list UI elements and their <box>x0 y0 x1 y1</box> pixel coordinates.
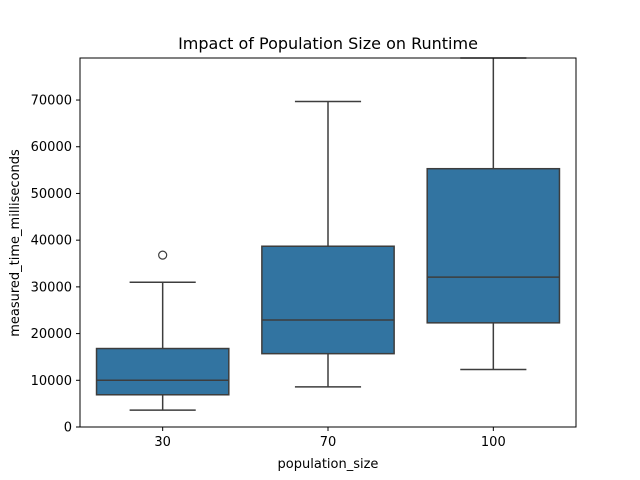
y-axis-label: measured_time_milliseconds <box>8 149 23 337</box>
x-axis-label: population_size <box>278 457 379 472</box>
box-group-70 <box>261 100 395 388</box>
y-tick-label: 40000 <box>31 234 72 249</box>
x-tick-label: 30 <box>154 435 171 450</box>
x-tick-label: 70 <box>320 435 337 450</box>
y-tick-label: 10000 <box>31 374 72 389</box>
y-tick-label: 70000 <box>31 94 72 109</box>
y-tick-label: 60000 <box>31 140 72 155</box>
box-group-30 <box>95 250 230 411</box>
y-tick-label: 0 <box>64 421 72 436</box>
y-tick-label: 30000 <box>31 280 72 295</box>
x-axis: 30 70 100 <box>154 427 506 450</box>
y-axis: 0 10000 20000 30000 40000 50000 60000 70000 <box>31 94 80 436</box>
y-tick-label: 50000 <box>31 187 72 202</box>
x-tick-label: 100 <box>481 435 506 450</box>
box-iqr <box>426 167 561 324</box>
box-group-100 <box>426 57 561 371</box>
box-iqr <box>95 347 230 396</box>
plot-area <box>95 57 561 411</box>
chart-title: Impact of Population Size on Runtime <box>178 34 478 53</box>
outlier-point <box>158 250 168 260</box>
box-iqr <box>261 245 395 355</box>
y-tick-label: 20000 <box>31 327 72 342</box>
